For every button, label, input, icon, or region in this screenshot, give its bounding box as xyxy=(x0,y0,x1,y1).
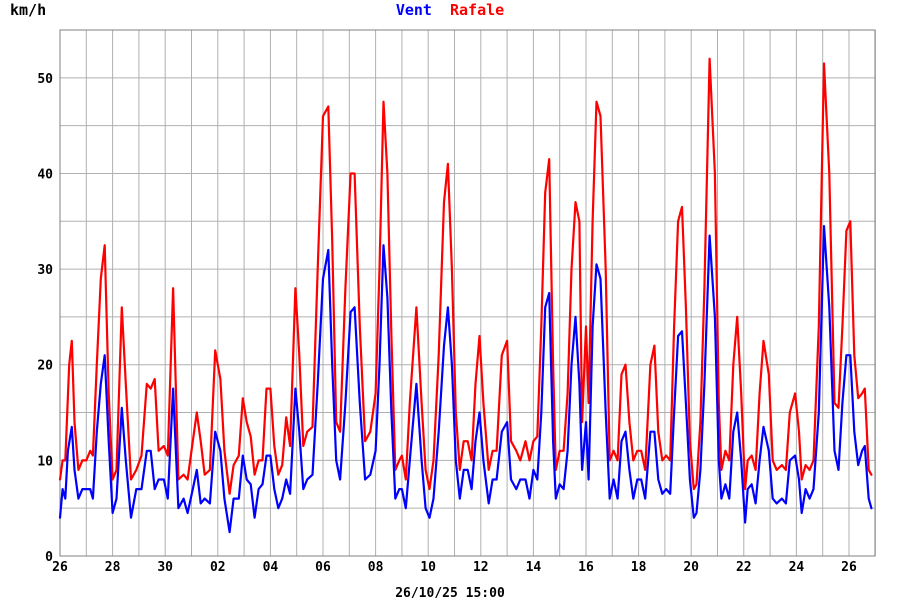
series-line-rafale xyxy=(58,57,873,495)
x-axis-timestamp-label: 26/10/25 15:00 xyxy=(395,586,505,600)
y-tick-label: 30 xyxy=(37,263,53,278)
y-axis-unit-label: km/h xyxy=(10,1,46,19)
x-tick-label: 26 xyxy=(841,560,857,575)
legend-rafale: Rafale xyxy=(450,1,504,19)
x-tick-label: 20 xyxy=(683,560,699,575)
x-tick-label: 22 xyxy=(736,560,752,575)
x-tick-label: 30 xyxy=(157,560,173,575)
x-tick-label: 16 xyxy=(578,560,594,575)
series-layer xyxy=(58,57,873,534)
axis-labels: 0 10 20 30 40 50 26 28 30 02 04 06 08 10 12 14 16 18 20 22 2… xyxy=(37,72,857,575)
y-tick-label: 0 xyxy=(45,550,53,565)
plot-border xyxy=(59,29,876,557)
x-tick-label: 18 xyxy=(631,560,647,575)
x-tick-label: 12 xyxy=(473,560,489,575)
x-tick-label: 04 xyxy=(263,560,279,575)
x-tick-label: 02 xyxy=(210,560,226,575)
x-tick-label: 24 xyxy=(789,560,805,575)
x-tick-label: 10 xyxy=(420,560,436,575)
y-tick-label: 20 xyxy=(37,359,53,374)
x-tick-label: 26 xyxy=(52,560,68,575)
x-tick-label: 06 xyxy=(315,560,331,575)
y-tick-label: 40 xyxy=(37,167,53,182)
y-tick-label: 50 xyxy=(37,72,53,87)
x-tick-label: 08 xyxy=(368,560,384,575)
chart-title: Vent Rafale xyxy=(396,1,504,19)
x-tick-label: 28 xyxy=(105,560,121,575)
legend-vent: Vent xyxy=(396,1,432,19)
plot-frame xyxy=(59,29,876,557)
y-tick-label: 10 xyxy=(37,454,53,469)
series-line-vent xyxy=(58,225,873,534)
x-tick-label: 14 xyxy=(526,560,542,575)
